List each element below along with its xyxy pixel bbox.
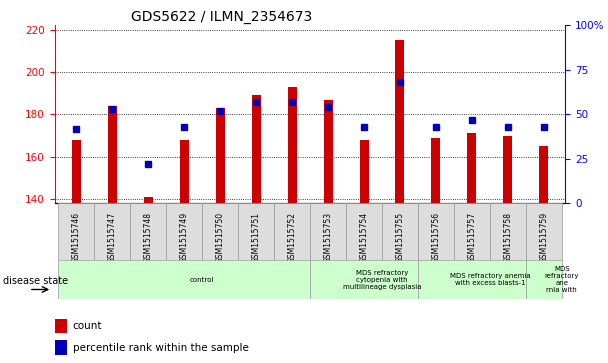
Bar (310, 203, 346, 260)
Text: percentile rank within the sample: percentile rank within the sample (72, 343, 249, 352)
Text: GSM1515755: GSM1515755 (395, 212, 404, 263)
Bar (346, 203, 382, 260)
Bar (310, 260, 418, 299)
Bar (323, 99, 333, 203)
Text: GSM1515751: GSM1515751 (252, 212, 261, 263)
Bar (503, 135, 513, 203)
Bar (539, 146, 548, 203)
Bar (55, 319, 67, 333)
Bar (58, 260, 310, 299)
Text: GSM1515753: GSM1515753 (323, 212, 333, 263)
Bar (238, 203, 274, 260)
Bar (288, 87, 297, 203)
Text: disease state: disease state (3, 276, 68, 286)
Bar (395, 40, 404, 203)
Bar (526, 260, 562, 299)
Bar (130, 203, 166, 260)
Text: MDS refractory anemia
with excess blasts-1: MDS refractory anemia with excess blasts… (449, 273, 530, 286)
Text: control: control (190, 277, 215, 282)
Bar (490, 203, 526, 260)
Text: GSM1515759: GSM1515759 (539, 212, 548, 263)
Text: GSM1515754: GSM1515754 (359, 212, 368, 263)
Bar (58, 203, 94, 260)
Text: GSM1515746: GSM1515746 (72, 212, 81, 263)
Text: count: count (72, 321, 102, 331)
Bar (143, 197, 153, 203)
Text: MDS refractory
cytopenia with
multilineage dysplasia: MDS refractory cytopenia with multilinea… (343, 269, 421, 290)
Bar (108, 106, 117, 203)
Bar (526, 203, 562, 260)
Text: GSM1515749: GSM1515749 (180, 212, 188, 263)
Bar (468, 133, 477, 203)
Bar (94, 203, 130, 260)
Text: GSM1515756: GSM1515756 (432, 212, 440, 263)
Bar (432, 138, 440, 203)
Bar (202, 203, 238, 260)
Text: GSM1515752: GSM1515752 (288, 212, 297, 263)
Text: GSM1515758: GSM1515758 (503, 212, 513, 263)
Text: GSM1515747: GSM1515747 (108, 212, 117, 263)
Text: GDS5622 / ILMN_2354673: GDS5622 / ILMN_2354673 (131, 11, 313, 24)
Text: GSM1515757: GSM1515757 (468, 212, 477, 263)
Bar (418, 260, 526, 299)
Text: MDS
refractory
ane
rnia with: MDS refractory ane rnia with (545, 266, 579, 293)
Text: GSM1515748: GSM1515748 (143, 212, 153, 263)
Bar (359, 140, 368, 203)
Bar (252, 95, 261, 203)
Bar (382, 203, 418, 260)
Bar (418, 203, 454, 260)
Bar (454, 203, 490, 260)
Bar (72, 140, 81, 203)
Bar (216, 108, 225, 203)
Bar (274, 203, 310, 260)
Text: GSM1515750: GSM1515750 (216, 212, 225, 263)
Bar (166, 203, 202, 260)
Bar (180, 140, 188, 203)
Bar (55, 340, 67, 355)
